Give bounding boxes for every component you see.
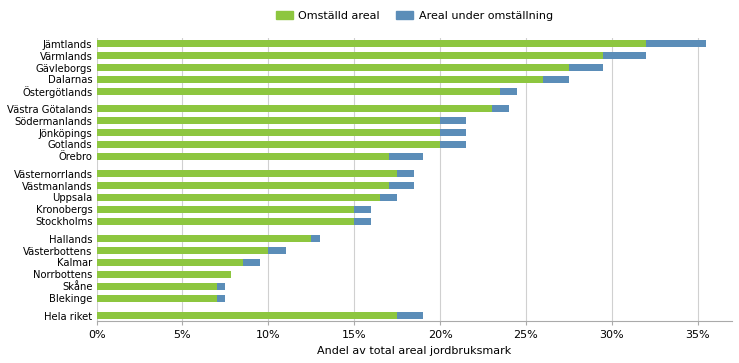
Bar	[97, 194, 380, 201]
Bar	[217, 295, 225, 302]
Bar	[97, 88, 500, 95]
Bar	[97, 141, 440, 148]
Bar	[491, 105, 508, 112]
Bar	[397, 312, 423, 319]
Bar	[97, 129, 440, 136]
Bar	[354, 206, 372, 213]
Bar	[440, 141, 466, 148]
Bar	[311, 235, 320, 242]
Bar	[97, 76, 543, 83]
Bar	[97, 117, 440, 124]
Bar	[500, 88, 517, 95]
Bar	[97, 64, 569, 71]
X-axis label: Andel av total areal jordbruksmark: Andel av total areal jordbruksmark	[317, 346, 511, 356]
Bar	[97, 295, 217, 302]
Bar	[97, 206, 354, 213]
Bar	[242, 259, 260, 266]
Bar	[389, 182, 415, 189]
Bar	[569, 64, 603, 71]
Bar	[268, 247, 285, 254]
Bar	[440, 129, 466, 136]
Bar	[97, 218, 354, 225]
Bar	[646, 40, 706, 47]
Bar	[380, 194, 397, 201]
Bar	[354, 218, 372, 225]
Bar	[97, 259, 242, 266]
Bar	[97, 40, 646, 47]
Bar	[217, 283, 225, 290]
Bar	[97, 105, 491, 112]
Bar	[97, 182, 389, 189]
Bar	[97, 52, 603, 59]
Bar	[97, 235, 311, 242]
Bar	[97, 170, 397, 177]
Legend: Omställd areal, Areal under omställning: Omställd areal, Areal under omställning	[271, 7, 557, 25]
Bar	[97, 247, 268, 254]
Bar	[97, 271, 231, 278]
Bar	[543, 76, 569, 83]
Bar	[440, 117, 466, 124]
Bar	[97, 153, 389, 160]
Bar	[97, 312, 397, 319]
Bar	[389, 153, 423, 160]
Bar	[97, 283, 217, 290]
Bar	[397, 170, 415, 177]
Bar	[603, 52, 646, 59]
